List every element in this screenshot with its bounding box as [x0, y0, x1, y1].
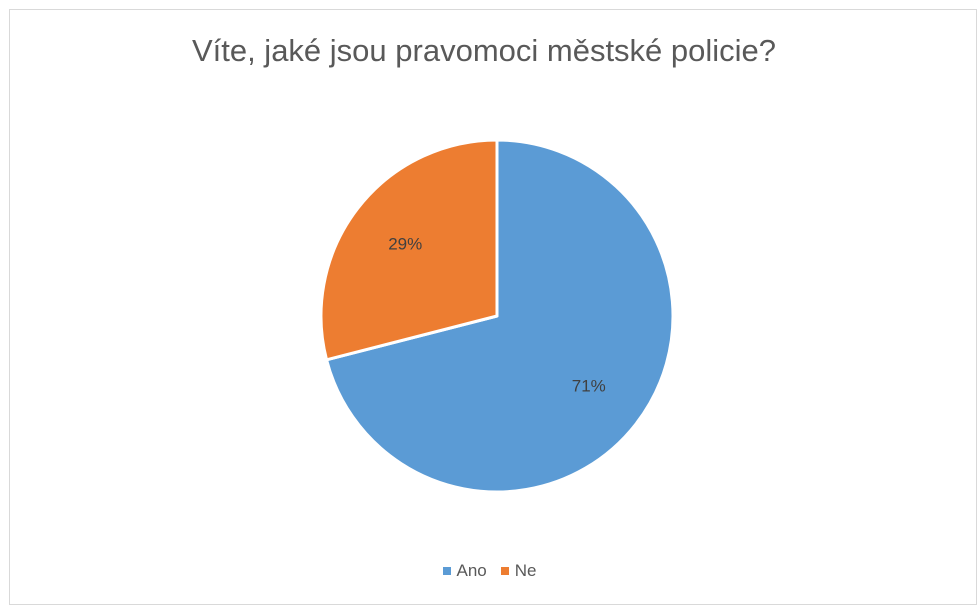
- legend-label-ne: Ne: [514, 561, 537, 580]
- legend-item-ano: Ano: [442, 561, 487, 581]
- legend-swatch-ne: [500, 567, 509, 575]
- legend-swatch-ano: [442, 567, 451, 575]
- pie-slice-ne: [319, 138, 499, 362]
- data-label-ano: 71%: [572, 377, 606, 396]
- data-label-ne: 29%: [388, 234, 422, 253]
- legend-label-ano: Ano: [456, 561, 487, 580]
- legend-item-ne: Ne: [500, 561, 537, 581]
- pie-slice-ano: [325, 138, 675, 494]
- chart-title: Víte, jaké jsou pravomoci městské polici…: [191, 33, 777, 68]
- legend: Ano Ne: [0, 561, 979, 581]
